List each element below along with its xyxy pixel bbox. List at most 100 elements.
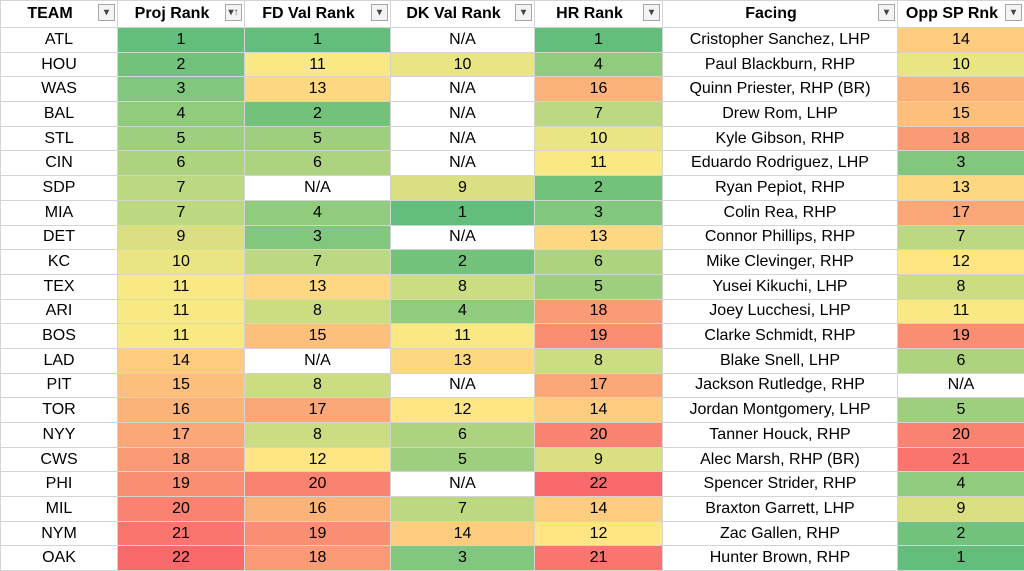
cell-opp-sp-rank[interactable]: 21 — [898, 447, 1024, 472]
filter-dropdown-icon[interactable]: ▾ — [878, 4, 895, 21]
filter-dropdown-icon[interactable]: ▾ — [643, 4, 660, 21]
cell-facing[interactable]: Alec Marsh, RHP (BR) — [663, 447, 898, 472]
cell-hr-rank[interactable]: 14 — [535, 398, 663, 423]
cell-dk-val-rank[interactable]: 10 — [391, 52, 535, 77]
cell-dk-val-rank[interactable]: 9 — [391, 176, 535, 201]
cell-team[interactable]: WAS — [1, 77, 118, 102]
cell-hr-rank[interactable]: 6 — [535, 250, 663, 275]
cell-fd-val-rank[interactable]: 5 — [245, 126, 391, 151]
cell-dk-val-rank[interactable]: 5 — [391, 447, 535, 472]
cell-dk-val-rank[interactable]: 4 — [391, 299, 535, 324]
cell-dk-val-rank[interactable]: 14 — [391, 521, 535, 546]
cell-facing[interactable]: Drew Rom, LHP — [663, 102, 898, 127]
cell-facing[interactable]: Zac Gallen, RHP — [663, 521, 898, 546]
cell-fd-val-rank[interactable]: N/A — [245, 348, 391, 373]
cell-hr-rank[interactable]: 4 — [535, 52, 663, 77]
cell-fd-val-rank[interactable]: 2 — [245, 102, 391, 127]
cell-facing[interactable]: Cristopher Sanchez, LHP — [663, 28, 898, 53]
cell-opp-sp-rank[interactable]: 4 — [898, 472, 1024, 497]
cell-hr-rank[interactable]: 14 — [535, 497, 663, 522]
cell-facing[interactable]: Yusei Kikuchi, LHP — [663, 274, 898, 299]
cell-fd-val-rank[interactable]: 8 — [245, 373, 391, 398]
cell-proj-rank[interactable]: 6 — [118, 151, 245, 176]
cell-fd-val-rank[interactable]: 4 — [245, 200, 391, 225]
cell-hr-rank[interactable]: 16 — [535, 77, 663, 102]
cell-hr-rank[interactable]: 8 — [535, 348, 663, 373]
cell-fd-val-rank[interactable]: 7 — [245, 250, 391, 275]
cell-opp-sp-rank[interactable]: 10 — [898, 52, 1024, 77]
cell-dk-val-rank[interactable]: 11 — [391, 324, 535, 349]
cell-dk-val-rank[interactable]: 12 — [391, 398, 535, 423]
cell-team[interactable]: TEX — [1, 274, 118, 299]
cell-facing[interactable]: Spencer Strider, RHP — [663, 472, 898, 497]
cell-fd-val-rank[interactable]: 8 — [245, 423, 391, 448]
cell-team[interactable]: OAK — [1, 546, 118, 571]
cell-opp-sp-rank[interactable]: 11 — [898, 299, 1024, 324]
cell-fd-val-rank[interactable]: 11 — [245, 52, 391, 77]
cell-fd-val-rank[interactable]: 18 — [245, 546, 391, 571]
cell-team[interactable]: LAD — [1, 348, 118, 373]
cell-team[interactable]: BAL — [1, 102, 118, 127]
cell-fd-val-rank[interactable]: 16 — [245, 497, 391, 522]
cell-fd-val-rank[interactable]: 12 — [245, 447, 391, 472]
cell-proj-rank[interactable]: 5 — [118, 126, 245, 151]
cell-hr-rank[interactable]: 20 — [535, 423, 663, 448]
sort-filter-icon[interactable]: ▾↑ — [225, 4, 242, 21]
cell-dk-val-rank[interactable]: 1 — [391, 200, 535, 225]
cell-opp-sp-rank[interactable]: 3 — [898, 151, 1024, 176]
cell-dk-val-rank[interactable]: 8 — [391, 274, 535, 299]
cell-fd-val-rank[interactable]: 6 — [245, 151, 391, 176]
cell-opp-sp-rank[interactable]: 15 — [898, 102, 1024, 127]
header-opp-sp-rank[interactable]: Opp SP Rnk ▾ — [898, 1, 1024, 28]
cell-proj-rank[interactable]: 7 — [118, 176, 245, 201]
cell-hr-rank[interactable]: 5 — [535, 274, 663, 299]
cell-facing[interactable]: Tanner Houck, RHP — [663, 423, 898, 448]
cell-proj-rank[interactable]: 11 — [118, 299, 245, 324]
cell-hr-rank[interactable]: 21 — [535, 546, 663, 571]
cell-proj-rank[interactable]: 3 — [118, 77, 245, 102]
header-dk-val-rank[interactable]: DK Val Rank ▾ — [391, 1, 535, 28]
cell-dk-val-rank[interactable]: N/A — [391, 472, 535, 497]
cell-hr-rank[interactable]: 17 — [535, 373, 663, 398]
cell-proj-rank[interactable]: 16 — [118, 398, 245, 423]
cell-team[interactable]: HOU — [1, 52, 118, 77]
cell-opp-sp-rank[interactable]: 9 — [898, 497, 1024, 522]
cell-team[interactable]: MIA — [1, 200, 118, 225]
cell-facing[interactable]: Mike Clevinger, RHP — [663, 250, 898, 275]
cell-hr-rank[interactable]: 11 — [535, 151, 663, 176]
cell-team[interactable]: TOR — [1, 398, 118, 423]
cell-team[interactable]: KC — [1, 250, 118, 275]
cell-opp-sp-rank[interactable]: 5 — [898, 398, 1024, 423]
cell-opp-sp-rank[interactable]: 18 — [898, 126, 1024, 151]
cell-opp-sp-rank[interactable]: 2 — [898, 521, 1024, 546]
header-facing[interactable]: Facing ▾ — [663, 1, 898, 28]
cell-facing[interactable]: Ryan Pepiot, RHP — [663, 176, 898, 201]
cell-hr-rank[interactable]: 22 — [535, 472, 663, 497]
cell-opp-sp-rank[interactable]: 14 — [898, 28, 1024, 53]
cell-dk-val-rank[interactable]: 7 — [391, 497, 535, 522]
cell-dk-val-rank[interactable]: 2 — [391, 250, 535, 275]
cell-team[interactable]: NYY — [1, 423, 118, 448]
cell-opp-sp-rank[interactable]: 19 — [898, 324, 1024, 349]
cell-team[interactable]: MIL — [1, 497, 118, 522]
cell-hr-rank[interactable]: 19 — [535, 324, 663, 349]
cell-proj-rank[interactable]: 15 — [118, 373, 245, 398]
cell-proj-rank[interactable]: 1 — [118, 28, 245, 53]
cell-proj-rank[interactable]: 10 — [118, 250, 245, 275]
filter-dropdown-icon[interactable]: ▾ — [98, 4, 115, 21]
cell-hr-rank[interactable]: 13 — [535, 225, 663, 250]
cell-team[interactable]: ARI — [1, 299, 118, 324]
cell-dk-val-rank[interactable]: N/A — [391, 102, 535, 127]
cell-dk-val-rank[interactable]: 3 — [391, 546, 535, 571]
cell-facing[interactable]: Paul Blackburn, RHP — [663, 52, 898, 77]
cell-opp-sp-rank[interactable]: 1 — [898, 546, 1024, 571]
cell-hr-rank[interactable]: 9 — [535, 447, 663, 472]
cell-dk-val-rank[interactable]: 13 — [391, 348, 535, 373]
cell-team[interactable]: PHI — [1, 472, 118, 497]
cell-facing[interactable]: Blake Snell, LHP — [663, 348, 898, 373]
cell-dk-val-rank[interactable]: N/A — [391, 126, 535, 151]
cell-fd-val-rank[interactable]: N/A — [245, 176, 391, 201]
cell-fd-val-rank[interactable]: 3 — [245, 225, 391, 250]
cell-fd-val-rank[interactable]: 19 — [245, 521, 391, 546]
cell-proj-rank[interactable]: 20 — [118, 497, 245, 522]
